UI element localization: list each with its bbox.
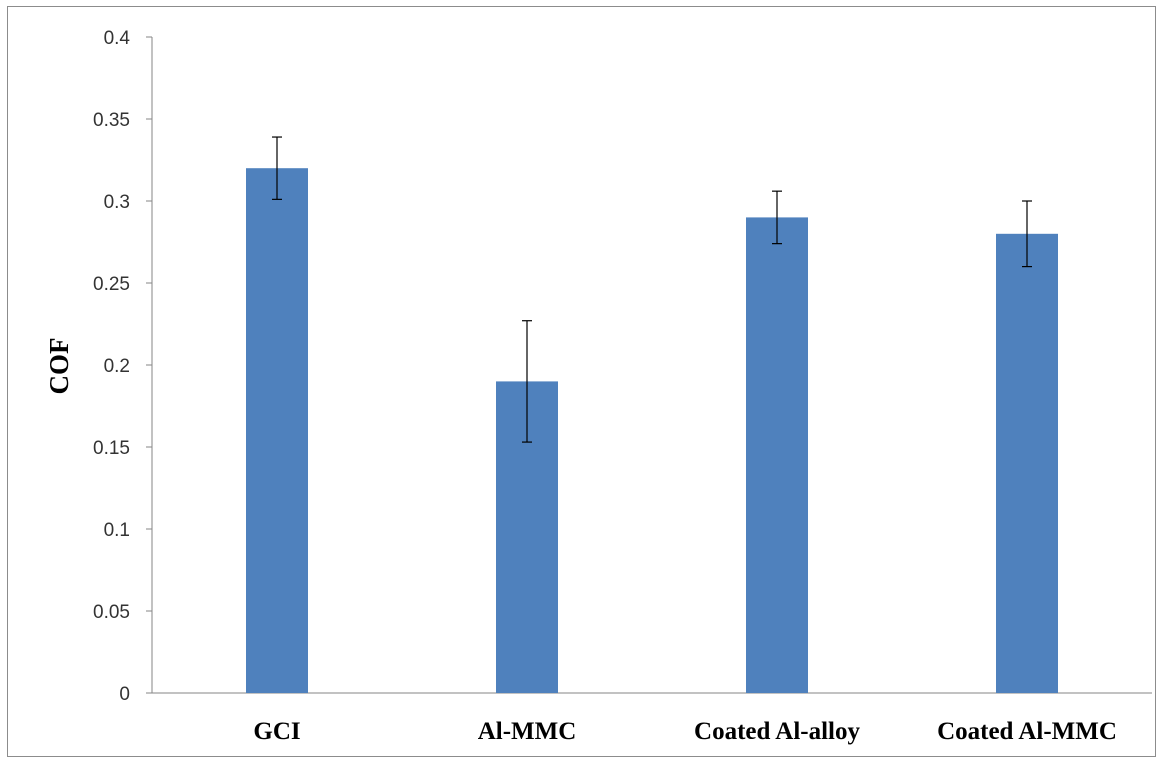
x-tick-label: GCI [253,718,300,745]
chart-frame [7,6,1156,757]
y-tick-label: 0.2 [104,356,130,377]
y-tick-label: 0 [119,684,130,705]
y-tick-label: 0.35 [93,110,130,131]
plot-area: 0 0.05 0.1 0.15 0.2 0.25 0.3 0.35 0.4 GCI Al-MMC Co… [93,28,1152,745]
y-axis-label: COF [44,338,74,395]
y-tick-label: 0.4 [104,28,131,49]
x-tick-label: Al-MMC [478,718,577,745]
x-tick-label: Coated Al-alloy [694,718,860,745]
y-tick-label: 0.05 [93,602,130,623]
x-tick-label: Coated Al-MMC [937,718,1117,745]
bar [996,233,1058,694]
bar [746,217,808,693]
bar [246,168,308,693]
y-tick-label: 0.15 [93,438,130,459]
y-tick-label: 0.25 [93,274,130,295]
y-tick-label: 0.3 [104,192,130,213]
y-tick-label: 0.1 [104,520,130,541]
